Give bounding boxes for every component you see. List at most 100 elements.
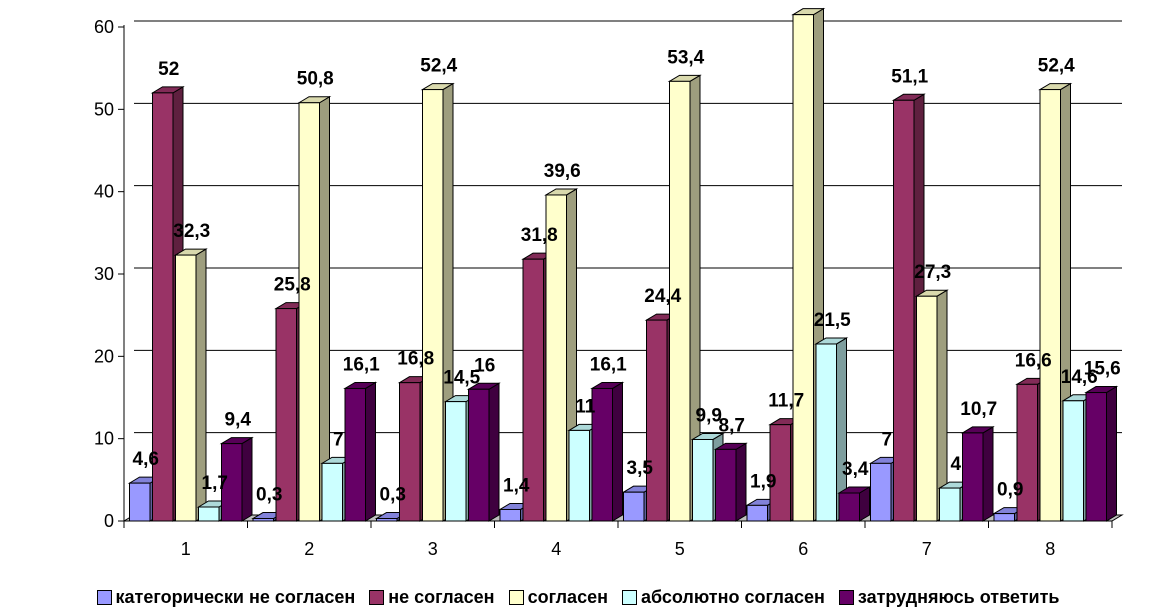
bar-side — [1106, 385, 1117, 522]
data-labels: 4,6 52 32,3 1,7 9,4 0,3 25,8 50,8 7 16,1 0,3 16,8 52… — [133, 0, 1121, 506]
data-label: 3,4 — [842, 459, 869, 480]
data-label: 8,7 — [719, 415, 745, 436]
bar-front — [623, 491, 645, 522]
data-label: 3,5 — [627, 458, 654, 479]
data-label: 10,7 — [960, 399, 997, 420]
data-label: 0,3 — [380, 485, 406, 506]
bar-front — [1085, 392, 1107, 522]
y-tick-label: 40 — [94, 182, 114, 202]
bar-front — [129, 482, 151, 522]
bar — [173, 248, 208, 522]
data-label: 25,8 — [274, 275, 311, 296]
data-label: 7 — [881, 429, 892, 450]
data-label: 52,4 — [420, 56, 457, 77]
bar-front — [838, 492, 860, 522]
legend: категорически не согласен не согласен со… — [0, 584, 1156, 610]
data-label: 7 — [333, 429, 344, 450]
bar — [297, 95, 332, 522]
y-tick-label: 10 — [94, 429, 114, 449]
y-tick-label: 60 — [94, 17, 114, 37]
bar-side — [612, 381, 623, 522]
bar-front — [344, 387, 366, 522]
legend-swatch — [508, 589, 524, 605]
bar — [914, 289, 949, 522]
data-label: 50,8 — [297, 69, 334, 90]
bar-front — [175, 254, 197, 522]
bar — [837, 486, 872, 522]
data-label: 11,7 — [768, 391, 804, 412]
legend-item: затрудняюсь ответить — [838, 586, 1060, 608]
bar-chart: 0 10 20 30 40 50 60 1 2 3 4 5 6 7 8 4,6 52 32,3 1,7 9,4 0,3… — [94, 0, 1124, 559]
bars — [127, 7, 1119, 522]
bar-front — [815, 343, 837, 522]
x-tick-label: 6 — [798, 539, 808, 559]
bar-front — [870, 462, 892, 522]
bar-side — [982, 426, 994, 522]
legend-item: абсолютно согласен — [621, 587, 825, 608]
legend-swatch — [621, 589, 637, 605]
data-label: 24,4 — [644, 286, 681, 307]
data-label: 53,4 — [667, 47, 704, 68]
bar — [713, 442, 748, 522]
bar-side — [319, 95, 330, 522]
data-label: 27,3 — [914, 262, 951, 283]
bar-front — [1062, 400, 1084, 522]
x-tick-label: 5 — [675, 539, 685, 559]
data-label: 52,4 — [1038, 56, 1075, 77]
data-label: 1,4 — [503, 475, 530, 496]
data-label: 15,6 — [1084, 359, 1121, 380]
bar-front — [792, 14, 814, 522]
data-label: 4,6 — [133, 449, 159, 470]
legend-label: согласен — [527, 586, 608, 607]
data-label: 9,9 — [696, 405, 722, 426]
bar-side — [365, 381, 376, 522]
x-tick-label: 3 — [428, 539, 438, 559]
x-tick-label: 1 — [181, 539, 191, 559]
data-label: 16,1 — [590, 354, 627, 375]
legend-item: категорически не согласен — [96, 586, 356, 608]
bar-front — [962, 432, 984, 522]
bar-front — [939, 487, 961, 522]
bar — [814, 337, 849, 522]
bar-front — [298, 102, 320, 522]
data-label: 52 — [158, 59, 179, 80]
data-label: 0,3 — [256, 485, 282, 506]
legend-label: затрудняюсь ответить — [857, 586, 1060, 607]
bar — [466, 382, 501, 522]
data-label: 16,6 — [1015, 350, 1052, 371]
bar-side — [488, 382, 500, 522]
bar-front — [916, 295, 938, 522]
y-tick-label: 0 — [104, 511, 114, 531]
y-tick-label: 20 — [94, 346, 114, 366]
bar — [1084, 385, 1119, 522]
legend-label: не согласен — [388, 586, 495, 607]
y-tick-label: 30 — [94, 264, 114, 284]
data-label: 14,5 — [443, 368, 480, 389]
data-label: 61,5 — [791, 0, 828, 2]
bar-front — [499, 508, 521, 522]
x-tick-label: 2 — [304, 539, 314, 559]
data-label: 32,3 — [173, 221, 210, 242]
data-label: 31,8 — [521, 225, 558, 246]
bar — [590, 381, 625, 522]
data-label: 16,1 — [343, 354, 380, 375]
x-tick-label: 8 — [1045, 539, 1055, 559]
bar-front — [468, 388, 490, 522]
bar-front — [746, 504, 768, 522]
bar-front — [646, 319, 668, 522]
bar-side — [735, 442, 747, 522]
legend-swatch — [838, 589, 854, 605]
bar-side — [241, 436, 253, 522]
bar-front — [568, 429, 590, 522]
bar-front — [893, 99, 915, 522]
bar-front — [321, 462, 343, 522]
data-label: 16,8 — [397, 349, 434, 370]
bar-front — [993, 513, 1015, 522]
data-label: 11 — [575, 396, 596, 417]
bar-front — [198, 506, 220, 522]
axes: 0 10 20 30 40 50 60 1 2 3 4 5 6 7 8 — [94, 17, 1113, 559]
legend-label: категорически не согласен — [115, 586, 356, 607]
bar-front — [692, 438, 714, 522]
data-label: 16 — [474, 355, 495, 376]
data-label: 39,6 — [544, 161, 581, 182]
